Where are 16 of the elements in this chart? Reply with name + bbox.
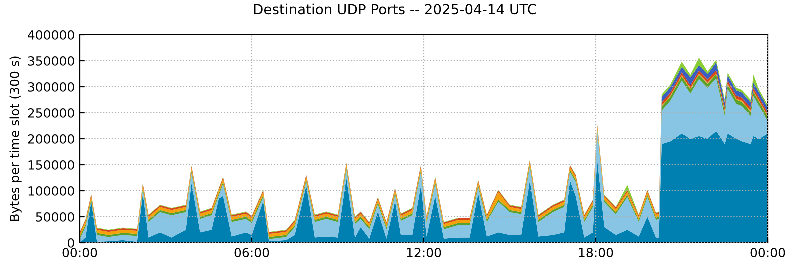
y-tick-label: 200000 (28, 134, 74, 144)
y-tick-label: 300000 (28, 82, 74, 92)
y-axis-title: Bytes per time slot (300 s) (10, 56, 22, 222)
x-tick-label: 18:00 (579, 248, 614, 258)
x-tick-label: 00:00 (62, 248, 98, 258)
y-tick-label: 400000 (28, 30, 74, 40)
y-tick-label: 150000 (28, 160, 74, 170)
y-tick-label: 0 (68, 238, 74, 248)
y-tick-label: 50000 (36, 212, 74, 222)
y-tick-label: 100000 (28, 186, 74, 196)
y-tick-label: 350000 (28, 56, 74, 66)
x-tick-label: 12:00 (407, 248, 442, 258)
x-tick-label: 06:00 (234, 248, 270, 258)
x-tick-label: 00:00 (750, 248, 786, 258)
chart-title: Destination UDP Ports -- 2025-04-14 UTC (254, 4, 536, 15)
y-tick-label: 250000 (28, 108, 74, 118)
